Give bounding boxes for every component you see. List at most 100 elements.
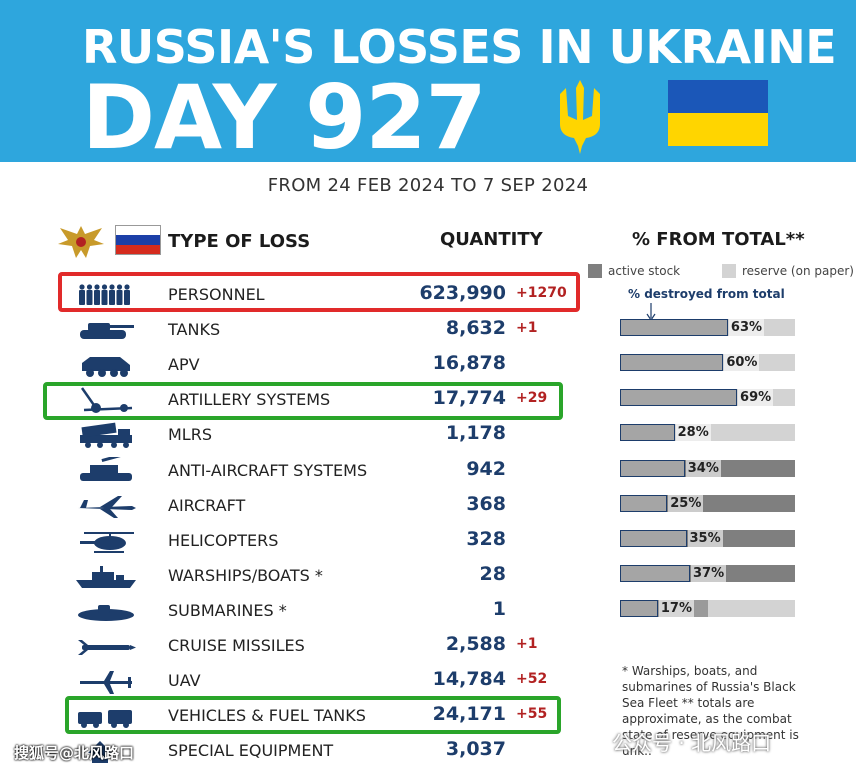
banner-day: DAY 927 [82, 66, 487, 169]
aircraft-icon [78, 495, 136, 518]
pct-bar-destroyed [620, 599, 658, 617]
pct-bar-destroyed [620, 494, 668, 512]
header-type-of-loss: TYPE OF LOSS [168, 231, 311, 252]
pct-bar: 69% [620, 389, 795, 407]
table-row: SPECIAL EQUIPMENT 3,037 [0, 733, 856, 768]
loss-type-label: HELICOPTERS [168, 530, 279, 550]
loss-type-label: VEHICLES & FUEL TANKS [168, 706, 366, 726]
table-row: PERSONNEL 623,990 +1270 [0, 277, 856, 312]
pct-bar-destroyed [620, 354, 724, 372]
legend-active-label: active stock [608, 264, 681, 278]
table-row: ARTILLERY SYSTEMS 17,774 +29 69% [0, 382, 856, 417]
loss-quantity: 17,774 [432, 387, 506, 410]
header-quantity: QUANTITY [440, 229, 543, 250]
loss-type-label: ARTILLERY SYSTEMS [168, 390, 331, 410]
loss-type-label: TANKS [168, 320, 221, 340]
helicopter-icon [80, 531, 134, 553]
pct-bar: 28% [620, 424, 795, 442]
table-row: AIRCRAFT 368 25% [0, 488, 856, 523]
daily-change: +55 [516, 706, 548, 723]
pct-bar: 63% [620, 319, 795, 337]
table-row: HELICOPTERS 328 35% [0, 523, 856, 558]
watermark-right: 公众号 · 北风路口 [612, 727, 771, 756]
loss-quantity: 24,171 [432, 703, 506, 726]
special-equipment-icon [88, 741, 112, 764]
pct-bar: 17% [620, 599, 795, 617]
loss-type-label: MLRS [168, 425, 212, 445]
highlight-personnel [58, 272, 580, 312]
submarine-icon [78, 604, 134, 621]
vehicle-icon [78, 710, 132, 729]
pct-bar-destroyed [620, 459, 685, 477]
uav-icon [80, 671, 132, 695]
apv-icon [82, 357, 130, 378]
pct-value: 25% [668, 494, 704, 512]
loss-type-label: WARSHIPS/BOATS * [168, 565, 323, 585]
daily-change: +1 [516, 636, 538, 652]
loss-quantity: 16,878 [432, 352, 506, 375]
table-row: MLRS 1,178 28% [0, 417, 856, 452]
loss-type-label: SUBMARINES * [168, 600, 287, 620]
watermark-right-text: 公众号 · 北风路口 [612, 731, 772, 755]
table-row: APV 16,878 60% [0, 347, 856, 382]
pct-bar: 35% [620, 529, 795, 547]
header-pct-from-total: % FROM TOTAL** [632, 229, 805, 250]
legend-active: active stock [588, 264, 680, 278]
highlight-artillery [43, 382, 563, 420]
loss-quantity: 28 [479, 562, 506, 585]
loss-type-label: AIRCRAFT [168, 495, 246, 515]
pct-bar: 37% [620, 564, 795, 582]
legend-reserve: reserve (on paper) [722, 264, 854, 278]
loss-quantity: 2,588 [445, 633, 506, 655]
loss-type-label: CRUISE MISSILES [168, 636, 305, 655]
pct-bar: 25% [620, 494, 795, 512]
footnote: * Warships, boats, and submarines of Rus… [622, 664, 799, 758]
cruise-missile-icon [78, 640, 136, 655]
legend-reserve-swatch [722, 264, 736, 278]
loss-type-label: PERSONNEL [168, 285, 265, 304]
legend-reserve-label: reserve (on paper) [742, 264, 854, 278]
date-range: FROM 24 FEB 2024 TO 7 SEP 2024 [267, 175, 589, 196]
header-banner: RUSSIA'S LOSSES IN UKRAINE DAY 927 [0, 0, 856, 169]
pct-value: 37% [691, 564, 727, 582]
loss-type-label: UAV [168, 671, 201, 691]
loss-quantity: 368 [466, 492, 506, 515]
pct-bar: 34% [620, 459, 795, 477]
daily-change: +1270 [516, 285, 567, 301]
loss-quantity: 1 [492, 597, 506, 620]
table-row: WARSHIPS/BOATS * 28 37% [0, 558, 856, 593]
watermark-left: 搜狐号@北风路口 [14, 744, 135, 762]
pct-value: 34% [685, 459, 721, 477]
loss-type-label: ANTI-AIRCRAFT SYSTEMS [168, 460, 368, 480]
table-row: VEHICLES & FUEL TANKS 24,171 +55 [0, 698, 856, 733]
anti-aircraft-icon [80, 456, 132, 481]
daily-change: +52 [516, 671, 548, 688]
pct-bar-destroyed [620, 319, 728, 337]
artillery-icon [80, 387, 133, 414]
loss-quantity: 1,178 [445, 422, 506, 445]
daily-change: +1 [516, 320, 538, 337]
pct-value: 17% [658, 599, 694, 617]
pct-value: 35% [687, 529, 723, 547]
loss-type-label: APV [168, 355, 200, 375]
table-row: SUBMARINES * 1 17% [0, 593, 856, 628]
pct-bar-destroyed [620, 529, 687, 547]
pct-value: 69% [738, 389, 774, 407]
pct-bar-destroyed [620, 389, 738, 407]
loss-quantity: 3,037 [445, 738, 506, 761]
pct-bar-destroyed [620, 564, 690, 582]
pct-bar-destroyed [620, 424, 675, 442]
russian-flag [115, 225, 161, 255]
highlight-vehicles [65, 696, 561, 734]
pct-value: 63% [728, 319, 765, 337]
loss-quantity: 8,632 [445, 317, 506, 340]
daily-change: +29 [516, 390, 548, 407]
personnel-icon [79, 284, 130, 305]
loss-quantity: 942 [466, 457, 506, 480]
loss-type-label: SPECIAL EQUIPMENT [168, 741, 334, 761]
legend-destroyed-label: % destroyed from total [628, 287, 785, 301]
tank-icon [80, 323, 134, 340]
loss-quantity: 623,990 [419, 282, 506, 304]
loss-quantity: 328 [466, 527, 506, 550]
table-row: UAV 14,784 +52 [0, 663, 856, 698]
